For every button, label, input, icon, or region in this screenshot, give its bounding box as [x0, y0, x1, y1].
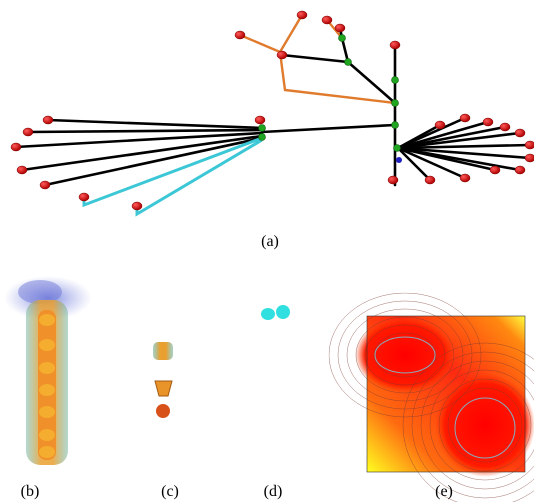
caption: (a)	[261, 233, 279, 250]
shape	[39, 446, 55, 458]
shape	[39, 314, 55, 326]
shape	[500, 123, 510, 131]
shape	[23, 128, 33, 136]
shape	[259, 134, 266, 141]
shape	[297, 11, 307, 19]
shape	[392, 122, 399, 129]
shape	[339, 35, 346, 42]
shape	[322, 16, 332, 24]
caption: (c)	[161, 483, 179, 500]
shape	[345, 59, 352, 66]
shape	[132, 202, 142, 210]
shape	[79, 193, 89, 201]
shape	[156, 404, 170, 418]
shape	[43, 116, 53, 124]
shape	[435, 373, 534, 477]
shape	[525, 141, 534, 149]
shape	[39, 429, 55, 441]
volume-render	[4, 276, 92, 465]
shape	[396, 157, 402, 163]
shape	[235, 31, 245, 39]
shape	[48, 120, 262, 128]
shape	[259, 125, 266, 132]
shape	[460, 114, 470, 122]
shape	[255, 116, 265, 124]
shape	[392, 77, 399, 84]
shape	[240, 35, 395, 103]
shape	[515, 129, 525, 137]
shape	[39, 384, 55, 396]
shape	[11, 143, 21, 151]
shape	[490, 166, 500, 174]
shape	[435, 121, 445, 129]
shape	[483, 118, 493, 126]
shape	[335, 24, 345, 32]
shape	[525, 154, 534, 162]
shape	[262, 125, 395, 132]
shape	[40, 181, 50, 189]
tree	[11, 11, 534, 214]
shape	[425, 176, 435, 184]
page: {"captions": {"a": "(a)", "b": "(b)", "c…	[0, 0, 534, 502]
shape	[282, 55, 348, 62]
figure: (a) (b) (c) (d) (e)	[0, 0, 534, 502]
shape	[39, 406, 55, 418]
shape	[390, 41, 400, 49]
caption: (d)	[264, 483, 283, 500]
shape	[39, 362, 55, 374]
shape	[276, 305, 290, 319]
shape	[460, 174, 470, 182]
caption: (e)	[435, 483, 453, 500]
shape	[155, 381, 172, 396]
caption: (b)	[21, 483, 40, 500]
shape	[388, 176, 398, 184]
segments	[153, 342, 173, 418]
shape	[261, 308, 275, 320]
shape	[515, 166, 525, 174]
shape	[28, 130, 262, 132]
contour-map	[329, 293, 534, 502]
shape	[39, 339, 55, 351]
shape	[277, 51, 287, 59]
shape	[17, 166, 27, 174]
shape	[153, 342, 173, 360]
blobs	[261, 305, 290, 320]
shape	[394, 145, 401, 152]
shape	[392, 100, 399, 107]
group	[11, 11, 534, 210]
shape	[280, 15, 302, 52]
